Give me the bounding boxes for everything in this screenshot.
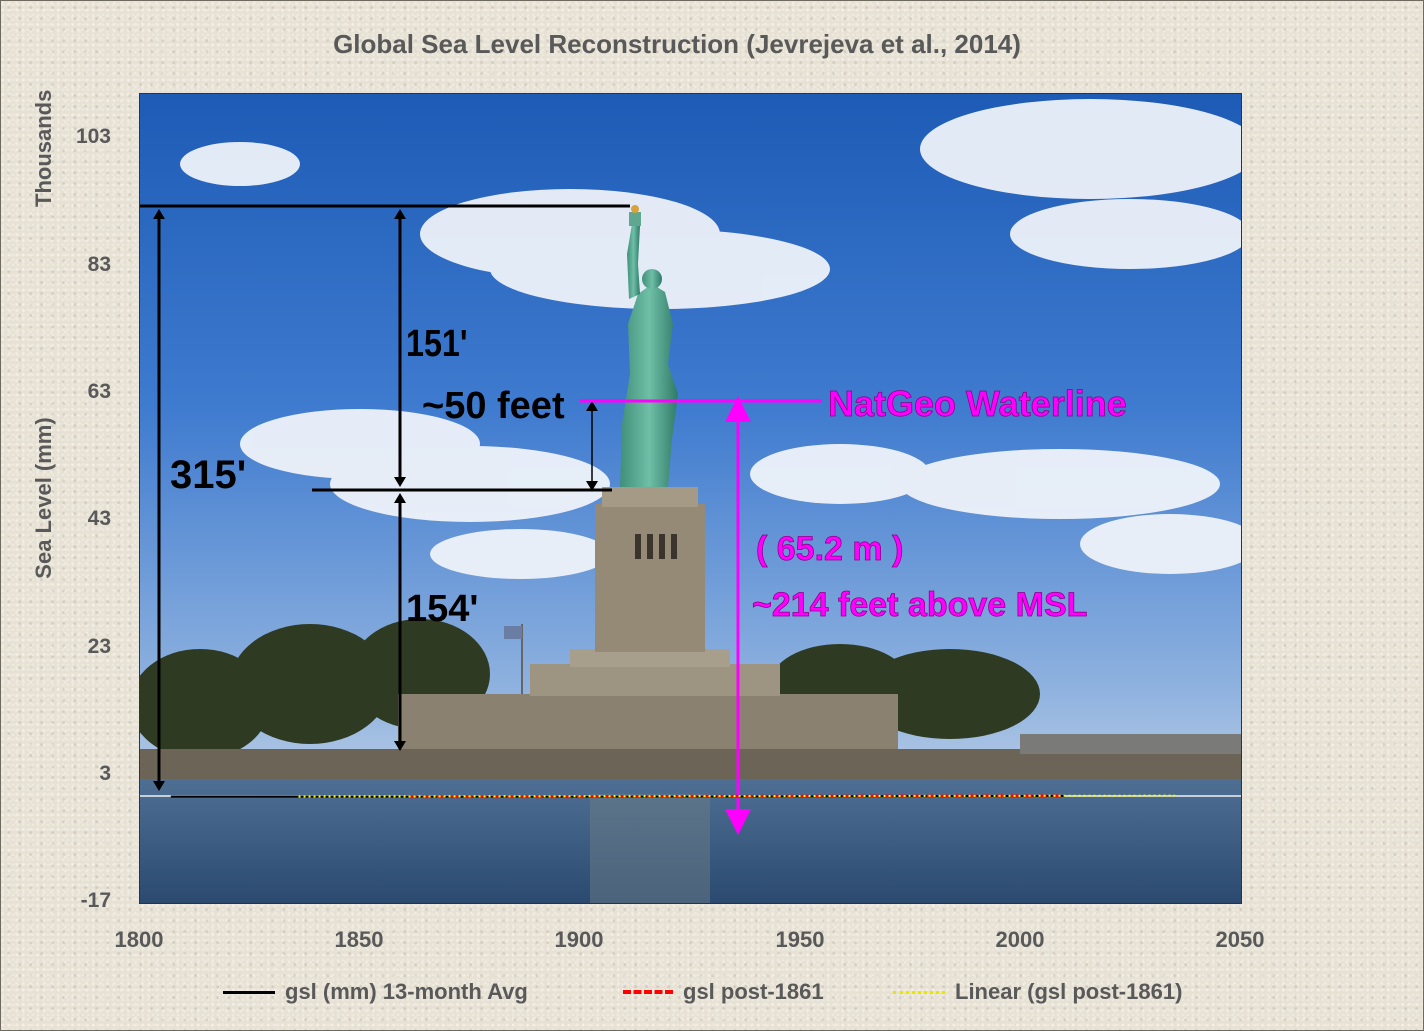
annotation-154: 154' [406, 588, 478, 630]
legend-swatch-gsl [223, 990, 275, 994]
annotation-315: 315' [170, 453, 246, 497]
x-tick-label: 1850 [334, 927, 384, 952]
statue-torch [629, 205, 641, 226]
statue-of-liberty [620, 224, 678, 487]
legend-item-linear: Linear (gsl post-1861) [893, 979, 1182, 1005]
legend-swatch-linear [893, 990, 945, 994]
pedestal-steps-upper [570, 649, 730, 667]
pedestal-windows [635, 534, 677, 559]
pedestal-top [602, 487, 698, 507]
legend-label-gsl: gsl (mm) 13-month Avg [285, 979, 528, 1004]
annotation-meters: ( 65.2 m ) [756, 530, 903, 568]
distant-shore [1020, 734, 1241, 754]
x-tick-label: 2050 [1215, 927, 1265, 952]
y-tick-label: 63 [87, 380, 111, 403]
y-tick-label: -17 [80, 889, 111, 912]
annotation-151: 151' [406, 323, 468, 365]
y-tick-label: 23 [87, 635, 111, 658]
x-tick-label: 2000 [995, 927, 1045, 952]
natgeo-waterline-marks [580, 396, 822, 835]
legend-item-post-1861: gsl post-1861 [623, 979, 824, 1005]
fort-base [398, 694, 898, 749]
flag [504, 626, 522, 639]
series-line-1 [408, 794, 1065, 799]
pedestal [595, 504, 705, 652]
legend-item-gsl: gsl (mm) 13-month Avg [223, 979, 528, 1005]
y-axis-label: Sea Level (mm) [31, 417, 56, 579]
x-tick-label: 1950 [775, 927, 825, 952]
x-tick-label: 1800 [114, 927, 164, 952]
water-reflection [590, 794, 710, 903]
annotation-214-feet: ~214 feet above MSL [752, 586, 1087, 624]
pedestal-steps [530, 664, 780, 696]
y-tick-label: 3 [99, 762, 111, 785]
series-line-2 [298, 794, 1175, 798]
plot-svg: 151' ~50 feet 315' 154' NatGeo Waterline… [140, 94, 1241, 903]
y-tick-label: 103 [75, 125, 111, 148]
legend-label-post-1861: gsl post-1861 [683, 979, 824, 1004]
annotation-natgeo-waterline: NatGeo Waterline [828, 383, 1127, 424]
legend-swatch-post-1861 [623, 990, 673, 994]
chart-title: Global Sea Level Reconstruction (Jevreje… [333, 29, 1021, 59]
plot-area: 151' ~50 feet 315' 154' NatGeo Waterline… [139, 93, 1242, 904]
annotation-50-feet: ~50 feet [422, 385, 565, 427]
legend-label-linear: Linear (gsl post-1861) [955, 979, 1183, 1004]
y-tick-label: 83 [87, 253, 111, 276]
x-tick-label: 1900 [554, 927, 604, 952]
series-layer [170, 794, 1175, 799]
y-tick-label: 43 [87, 507, 111, 530]
